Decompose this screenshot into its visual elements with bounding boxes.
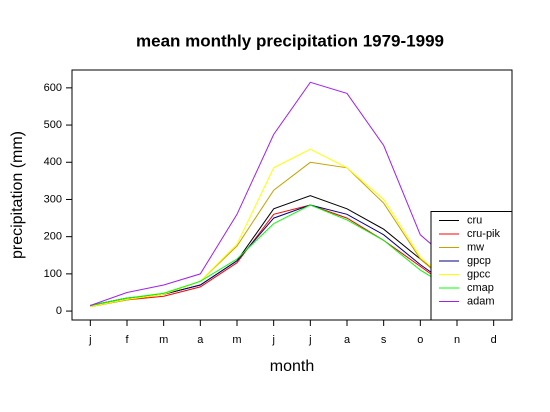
series-line (90, 148, 494, 308)
x-tick-label: a (344, 334, 351, 346)
x-tick-label: f (125, 334, 129, 346)
legend-label: mw (467, 241, 484, 253)
legend-label: gpcc (467, 268, 491, 280)
y-tick-label: 100 (44, 268, 62, 280)
series-line (90, 204, 494, 306)
x-tick-label: o (417, 334, 423, 346)
x-tick-label: a (197, 334, 204, 346)
y-axis-label: precipitation (mm) (9, 131, 26, 259)
y-tick-label: 600 (44, 82, 62, 94)
x-tick-label: j (308, 334, 311, 346)
plot-frame (71, 69, 513, 321)
legend-label: adam (467, 295, 495, 307)
x-tick-label: m (232, 334, 241, 346)
y-tick-label: 0 (56, 305, 62, 317)
y-tick-label: 500 (44, 119, 62, 131)
x-tick-label: j (271, 334, 274, 346)
x-tick-label: d (491, 334, 497, 346)
legend-label: gpcp (467, 255, 491, 267)
x-tick-label: j (88, 334, 91, 346)
y-tick-label: 200 (44, 231, 62, 243)
series-line (90, 81, 495, 306)
x-axis-label: month (270, 358, 314, 375)
legend-label: cru-pik (467, 228, 501, 240)
x-tick-label: m (159, 334, 168, 346)
y-tick-label: 300 (44, 193, 62, 205)
chart-title: mean monthly precipitation 1979-1999 (136, 31, 444, 50)
y-tick-label: 400 (44, 156, 62, 168)
x-tick-label: s (381, 334, 387, 346)
x-tick-label: n (454, 334, 460, 346)
series-line (90, 204, 494, 308)
legend-label: cru (467, 214, 482, 226)
legend-label: cmap (467, 282, 494, 294)
